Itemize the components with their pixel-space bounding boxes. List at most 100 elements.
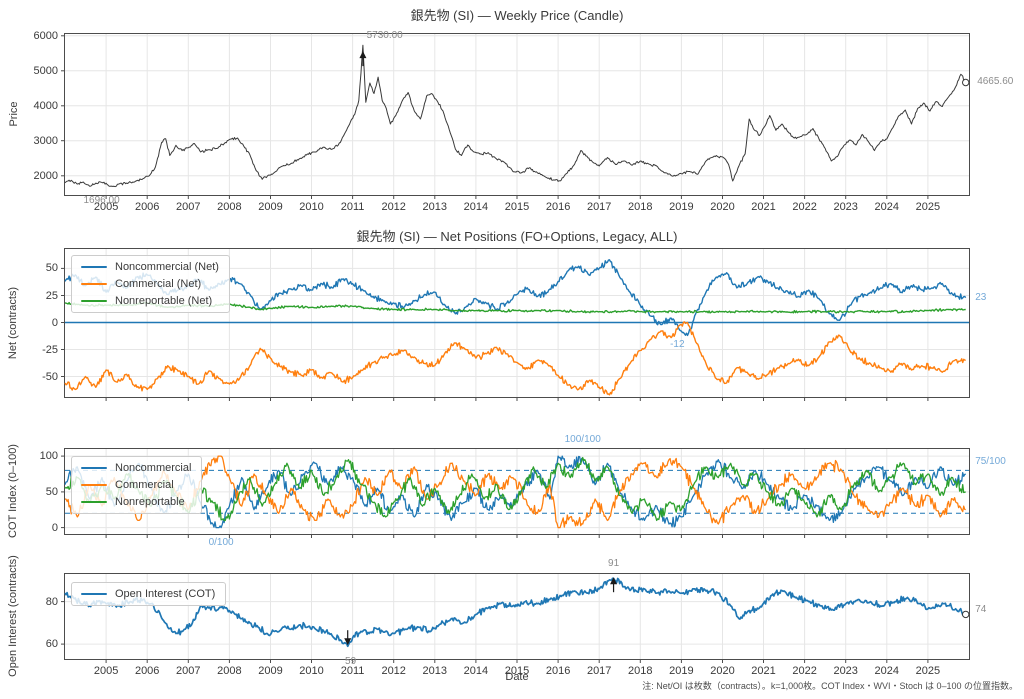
y-tick-label: 80 xyxy=(45,595,58,608)
cot-index-chart: Noncommercial Commercial Nonreportable 100… xyxy=(40,435,1006,548)
series-open-interest-cot- xyxy=(64,577,967,648)
legend-item: Nonreportable (Net) xyxy=(81,295,219,307)
annotation-75-100: 75/100 xyxy=(975,455,1006,467)
x-tick-label: 2008 xyxy=(217,201,242,213)
legend-item: Commercial (Net) xyxy=(81,278,219,290)
x-tick-label: 2021 xyxy=(751,201,776,213)
annotation--12: -12 xyxy=(670,339,685,351)
annotation-74: 74 xyxy=(975,604,987,616)
x-tick-label: 2023 xyxy=(833,201,858,213)
cot-y-axis-label: COT Index (0–100) xyxy=(7,444,19,538)
legend-label: Noncommercial xyxy=(115,462,192,474)
x-tick-label: 2009 xyxy=(258,201,283,213)
x-tick-label: 2005 xyxy=(93,665,119,677)
x-tick-label: 2024 xyxy=(874,201,900,213)
open-interest-chart: Open Interest (COT) 91 59 74 2005 2006 2007 20… xyxy=(46,559,987,677)
oi-legend: Open Interest (COT) xyxy=(71,582,227,606)
y-tick-label: 25 xyxy=(45,289,58,302)
oi-y-axis-label: Open Interest (contracts) xyxy=(7,555,19,677)
x-tick-label: 2006 xyxy=(134,665,160,677)
annotation-5730-00: 5730.00 xyxy=(366,30,403,42)
cot-legend: Noncommercial Commercial Nonreportable xyxy=(71,456,203,514)
x-tick-label: 2021 xyxy=(751,665,776,677)
annotation-4665-60: 4665.60 xyxy=(977,76,1014,87)
net-legend: Noncommercial (Net) Commercial (Net) Nonre… xyxy=(71,255,230,313)
endpoint-marker xyxy=(962,78,970,87)
x-tick-label: 2018 xyxy=(628,201,653,213)
y-tick-label: 50 xyxy=(45,262,58,275)
y-tick-label: -50 xyxy=(42,370,58,383)
endpoint-marker xyxy=(962,610,970,619)
y-tick-label: 6000 xyxy=(33,29,58,42)
y-tick-label: 4000 xyxy=(33,99,58,112)
x-tick-label: 2007 xyxy=(176,665,201,677)
legend-label: Noncommercial (Net) xyxy=(115,261,219,273)
legend-label: Nonreportable xyxy=(115,496,185,508)
x-tick-label: 2014 xyxy=(463,665,489,677)
date-axis-label: Date xyxy=(505,671,529,683)
x-tick-label: 2016 xyxy=(545,201,571,213)
x-tick-label: 2005 xyxy=(93,201,119,213)
price-chart-title: 銀先物 (SI) — Weekly Price (Candle) xyxy=(410,8,624,23)
annotation-23: 23 xyxy=(975,291,987,303)
x-tick-label: 2024 xyxy=(874,665,900,677)
x-tick-label: 2018 xyxy=(628,665,653,677)
x-tick-label: 2016 xyxy=(545,665,571,677)
legend-label: Commercial (Net) xyxy=(115,278,202,290)
legend-label: Open Interest (COT) xyxy=(115,588,216,600)
x-tick-label: 2011 xyxy=(340,201,365,213)
legend-line-swatch xyxy=(81,265,107,269)
annotation-100-100: 100/100 xyxy=(564,434,601,446)
y-tick-label: -25 xyxy=(42,343,58,356)
x-tick-label: 2009 xyxy=(258,665,283,677)
x-tick-label: 2010 xyxy=(299,665,324,677)
x-tick-label: 2013 xyxy=(422,665,448,677)
x-tick-label: 2020 xyxy=(710,665,735,677)
x-tick-label: 2012 xyxy=(381,201,406,213)
x-tick-label: 2025 xyxy=(915,201,941,213)
series-nonreportable xyxy=(64,456,966,522)
y-tick-label: 5000 xyxy=(33,64,58,77)
x-tick-label: 2017 xyxy=(586,201,612,213)
footnote: 注: Net/OI は枚数（contracts）。k=1,000枚。COT In… xyxy=(642,681,1018,691)
annotation-91: 91 xyxy=(608,558,620,570)
series-weekly-price xyxy=(64,44,967,188)
legend-line-swatch xyxy=(81,299,107,303)
arrow-up-icon xyxy=(359,51,367,59)
x-tick-label: 2022 xyxy=(792,665,817,677)
x-tick-label: 2015 xyxy=(504,665,530,677)
price-chart: 5730.00 4665.60 1696.00 2005 2006 2007 2008 200… xyxy=(34,30,1014,213)
annotation-0-100: 0/100 xyxy=(208,537,234,549)
x-tick-label: 2014 xyxy=(463,201,489,213)
legend-item: Noncommercial (Net) xyxy=(81,261,219,273)
x-tick-label: 2023 xyxy=(833,665,858,677)
x-tick-label: 2008 xyxy=(217,665,242,677)
cot-plot-svg xyxy=(61,449,969,538)
y-tick-label: 2000 xyxy=(33,169,58,182)
legend-item: Noncommercial xyxy=(81,462,191,474)
arrow-up-icon xyxy=(610,577,618,585)
x-tick-label: 2013 xyxy=(422,201,448,213)
x-tick-label: 2012 xyxy=(381,665,406,677)
y-tick-label: 0 xyxy=(51,316,58,329)
legend-line-swatch xyxy=(81,483,107,487)
y-tick-label: 3000 xyxy=(33,134,58,147)
series-commercial-net- xyxy=(64,321,966,396)
annotation-1696-00: 1696.00 xyxy=(83,194,120,206)
y-tick-label: 50 xyxy=(45,485,58,498)
y-tick-label: 0 xyxy=(51,521,58,534)
legend-item: Nonreportable xyxy=(81,496,191,508)
annotation-59: 59 xyxy=(345,656,357,668)
x-tick-label: 2007 xyxy=(176,201,201,213)
x-tick-label: 2020 xyxy=(710,201,735,213)
x-tick-label: 2006 xyxy=(134,201,160,213)
x-tick-label: 2022 xyxy=(792,201,817,213)
legend-item: Open Interest (COT) xyxy=(81,588,215,600)
price-y-axis-label: Price xyxy=(8,101,20,127)
x-tick-label: 2010 xyxy=(299,201,324,213)
legend-line-swatch xyxy=(81,500,107,504)
series-commercial xyxy=(64,455,966,529)
y-tick-label: 60 xyxy=(45,638,58,651)
legend-line-swatch xyxy=(81,466,107,470)
